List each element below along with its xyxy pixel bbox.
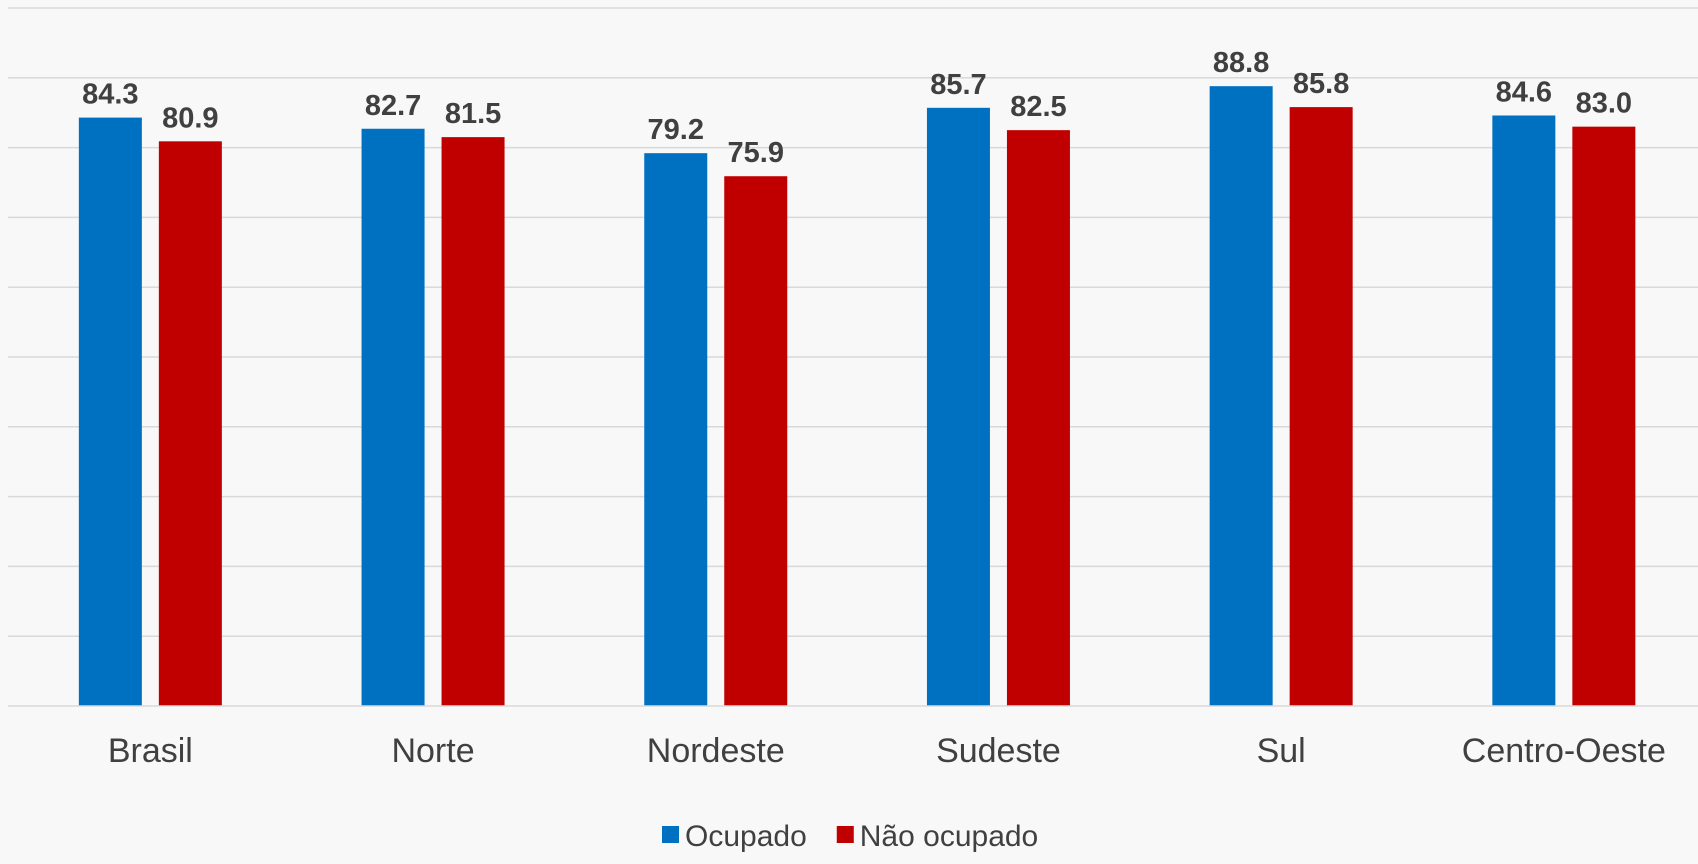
- legend-label: Ocupado: [685, 820, 807, 853]
- legend-swatch: [836, 826, 854, 843]
- data-label: 84.3: [82, 79, 138, 111]
- gridlines: [8, 7, 1698, 637]
- bar: [724, 176, 788, 706]
- bar: [158, 141, 222, 706]
- legend-label: Não ocupado: [860, 820, 1038, 853]
- category-label: Brasil: [108, 732, 193, 770]
- category-label: Sul: [1257, 732, 1306, 770]
- bar: [1289, 107, 1353, 707]
- data-label: 81.5: [445, 98, 501, 130]
- data-label: 85.8: [1293, 68, 1349, 100]
- legend-swatch: [662, 826, 679, 843]
- data-label: 82.7: [365, 90, 421, 122]
- bar: [1492, 115, 1556, 706]
- bar: [1572, 126, 1636, 706]
- category-label: Norte: [391, 732, 474, 770]
- bar: [1006, 130, 1070, 706]
- data-label: 82.5: [1010, 91, 1066, 123]
- bar: [926, 107, 990, 706]
- category-label: Centro-Oeste: [1462, 732, 1666, 770]
- bar: [78, 117, 142, 706]
- bars: [78, 86, 1636, 707]
- data-label: 85.7: [930, 69, 986, 101]
- bar: [644, 153, 708, 706]
- data-label: 79.2: [648, 114, 704, 146]
- data-label: 88.8: [1213, 47, 1269, 79]
- data-label: 80.9: [162, 102, 218, 134]
- bar: [441, 137, 505, 706]
- data-label: 83.0: [1576, 88, 1632, 120]
- data-label: 84.6: [1496, 76, 1552, 108]
- bar: [361, 128, 425, 706]
- category-label: Nordeste: [647, 732, 785, 770]
- value-labels: 84.3 80.9 82.7 81.5 79.2 75.9 85.7 82.5 88.8 85.8…: [82, 47, 1632, 169]
- category-labels: Brasil Norte Nordeste Sudeste Sul Centro-Oest…: [108, 732, 1666, 770]
- legend: Ocupado Não ocupado: [662, 820, 1038, 853]
- data-label: 75.9: [728, 137, 784, 169]
- bar: [1209, 86, 1273, 706]
- category-label: Sudeste: [936, 732, 1061, 770]
